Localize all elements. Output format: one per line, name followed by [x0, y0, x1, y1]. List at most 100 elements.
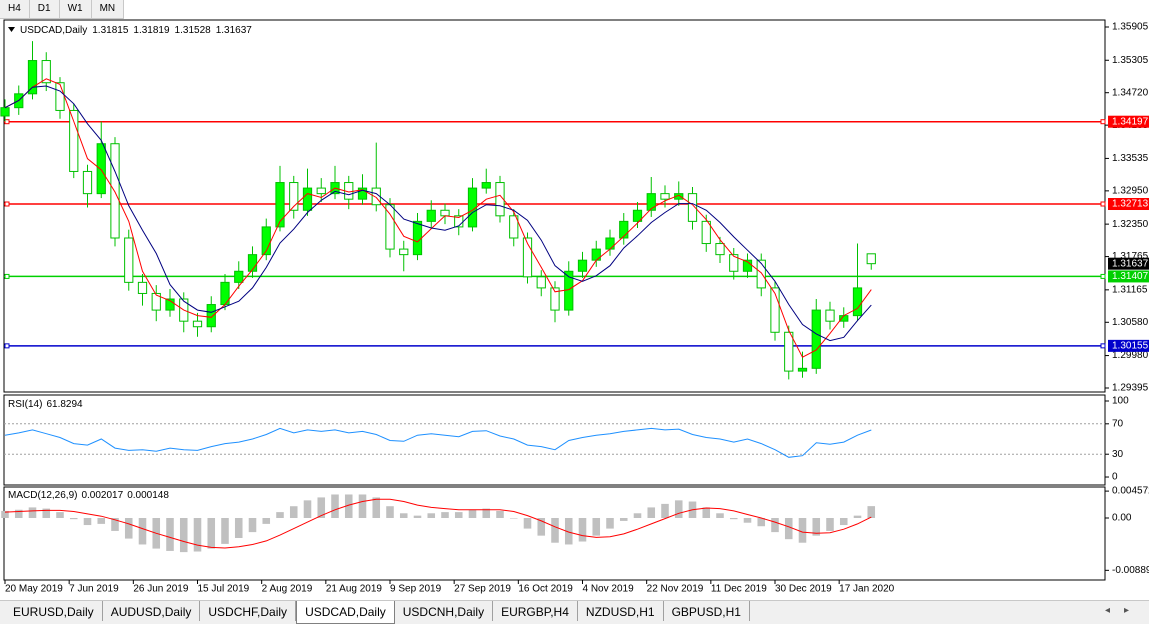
- chart-tab[interactable]: AUDUSD,Daily: [103, 601, 201, 621]
- y-tick-label: 70: [1112, 418, 1124, 429]
- candle-body: [522, 237, 533, 278]
- candle-body: [399, 248, 409, 256]
- candle-body: [852, 287, 863, 317]
- macd-bar: [441, 512, 449, 518]
- chart-tab[interactable]: USDCHF,Daily: [200, 601, 297, 621]
- macd-bar: [386, 506, 394, 518]
- candle-body: [426, 209, 436, 222]
- macd-bar: [853, 515, 862, 518]
- timeframe-button[interactable]: W1: [60, 0, 92, 18]
- macd-bar: [207, 518, 216, 549]
- level-handle: [1100, 343, 1106, 349]
- y-tick-label: 1.33535: [1112, 153, 1149, 164]
- level-price-box: [1108, 198, 1149, 211]
- candle-body: [784, 331, 794, 372]
- y-tick-label: 1.31165: [1112, 284, 1148, 295]
- candle-body: [536, 276, 546, 289]
- timeframe-button[interactable]: H4: [0, 0, 30, 18]
- level-price-box: [1108, 339, 1149, 352]
- x-tick-label: 27 Sep 2019: [454, 584, 511, 595]
- y-tick-label: 1.35305: [1112, 55, 1149, 66]
- candle-body: [605, 237, 615, 250]
- level-handle: [4, 273, 10, 279]
- panel-frame: [3, 486, 1106, 581]
- macd-bar: [757, 518, 766, 527]
- candle-body: [206, 304, 216, 328]
- y-tick-label: 1.32950: [1112, 186, 1149, 197]
- candle-body: [687, 193, 698, 222]
- candle-body: [55, 82, 65, 111]
- macd-bar: [496, 510, 504, 518]
- timeframe-button[interactable]: MN: [92, 0, 125, 18]
- candle-body: [357, 187, 368, 200]
- macd-bar: [551, 518, 559, 543]
- candle-body: [825, 309, 835, 322]
- x-tick-label: 26 Jun 2019: [133, 584, 188, 595]
- chart-tab[interactable]: EURGBP,H4: [493, 601, 578, 621]
- chart-title: USDCAD,Daily: [20, 25, 87, 36]
- y-tick-label: 1.29980: [1112, 350, 1149, 361]
- candle-body: [481, 182, 491, 189]
- macd-bar: [647, 507, 656, 518]
- y-tick-label: 1.34720: [1112, 87, 1149, 98]
- macd-bar: [509, 518, 518, 519]
- y-tick-label: 30: [1112, 449, 1124, 460]
- indicator-title: MACD(12,26,9): [8, 490, 77, 501]
- candle-body: [660, 193, 670, 200]
- x-tick-label: 15 Jul 2019: [198, 584, 250, 595]
- candle-body: [124, 237, 134, 283]
- macd-bar: [262, 518, 271, 524]
- tab-scroll[interactable]: ◂▸: [1104, 605, 1143, 616]
- level-price-label: 1.30155: [1112, 341, 1149, 352]
- macd-bar: [317, 497, 326, 518]
- panel-frame: [3, 394, 1106, 486]
- macd-bar: [592, 518, 601, 536]
- level-price-label: 1.32713: [1112, 199, 1149, 210]
- chart-tab[interactable]: USDCAD,Daily: [296, 601, 395, 624]
- candle-body: [770, 287, 780, 333]
- x-tick-label: 20 May 2019: [5, 584, 63, 595]
- candle-body: [192, 320, 203, 328]
- candle-body: [715, 243, 725, 256]
- macd-bar: [1, 510, 9, 518]
- macd-bar: [358, 494, 367, 518]
- y-tick-label: 0: [1112, 472, 1118, 483]
- chart-tab[interactable]: USDCNH,Daily: [395, 601, 494, 621]
- moving-average: [4, 85, 872, 342]
- candle-body: [41, 60, 51, 84]
- macd-bar: [413, 515, 422, 518]
- macd-bar: [427, 513, 436, 518]
- indicator-line: [4, 427, 872, 458]
- indicator-value: 0.002017: [81, 490, 123, 501]
- macd-bar: [812, 518, 821, 536]
- chart-header: USDCAD,Daily 1.31815 1.31819 1.31528 1.31637: [20, 25, 252, 36]
- candle-body: [302, 187, 313, 211]
- panel-frame: [3, 19, 1106, 393]
- candle-body: [797, 367, 808, 372]
- macd-bar: [537, 518, 546, 536]
- candle-body: [234, 270, 244, 283]
- timeframe-button[interactable]: D1: [30, 0, 60, 18]
- candle-body: [27, 60, 38, 95]
- timeframe-toolbar: H4 D1 W1 MN: [0, 0, 125, 19]
- x-tick-label: 30 Dec 2019: [775, 584, 832, 595]
- macd-bar: [399, 513, 408, 518]
- chart-tab[interactable]: GBPUSD,H1: [664, 601, 750, 621]
- macd-bar: [743, 518, 752, 523]
- candle-body: [412, 220, 423, 256]
- macd-bar: [468, 509, 477, 518]
- x-tick-label: 21 Aug 2019: [326, 584, 383, 595]
- candle-body: [247, 254, 258, 272]
- macd-bar: [111, 518, 119, 531]
- candle-body: [165, 298, 175, 311]
- candle-body: [151, 292, 161, 311]
- indicator-value: 0.000148: [127, 490, 169, 501]
- y-tick-label: -0.008897: [1112, 565, 1149, 576]
- y-tick-label: 1.30580: [1112, 317, 1149, 328]
- chart-tab[interactable]: EURUSD,Daily: [5, 601, 103, 621]
- macd-bar: [702, 507, 711, 518]
- chart-tab[interactable]: NZDUSD,H1: [578, 601, 664, 621]
- macd-bar: [523, 518, 532, 529]
- level-price-label: 1.34197: [1112, 116, 1149, 127]
